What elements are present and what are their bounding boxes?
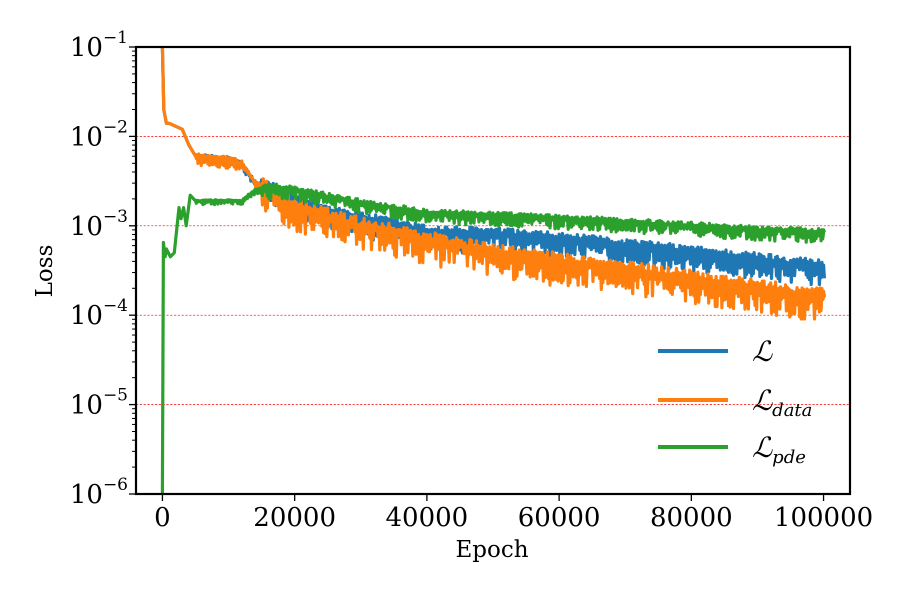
series-layer [160,47,826,494]
y-tick-label: 10−3 [70,207,128,242]
y-tick-label: 10−4 [70,296,128,331]
y-tick-label: 10−6 [70,475,128,510]
y-tick-label: 10−1 [70,28,128,63]
series-line-pde [160,182,826,494]
x-tick-label: 60000 [518,503,601,533]
y-tick-label: 10−5 [70,386,128,421]
legend-label-data: ℒdata [752,384,812,421]
legend-label-pde: ℒpde [752,431,806,468]
legend-label-total: ℒ [752,335,773,368]
y-axis-ticks: 10−1 10−2 10−3 10−4 10−5 10−6 [70,28,136,510]
grid-layer [136,136,850,405]
x-axis-label: Epoch [455,537,528,563]
plot-frame [134,45,852,496]
y-axis-label: Loss [32,245,58,298]
x-tick-label: 100000 [774,503,873,533]
x-tick-label: 80000 [650,503,733,533]
x-tick-label: 20000 [253,503,336,533]
x-tick-label: 40000 [386,503,469,533]
series-line-data [160,47,826,321]
legend: ℒ ℒdata ℒpde [658,335,812,468]
x-axis-ticks: 0 20000 40000 60000 80000 100000 [154,494,873,533]
y-tick-label: 10−2 [70,117,128,152]
x-tick-label: 0 [154,503,171,533]
